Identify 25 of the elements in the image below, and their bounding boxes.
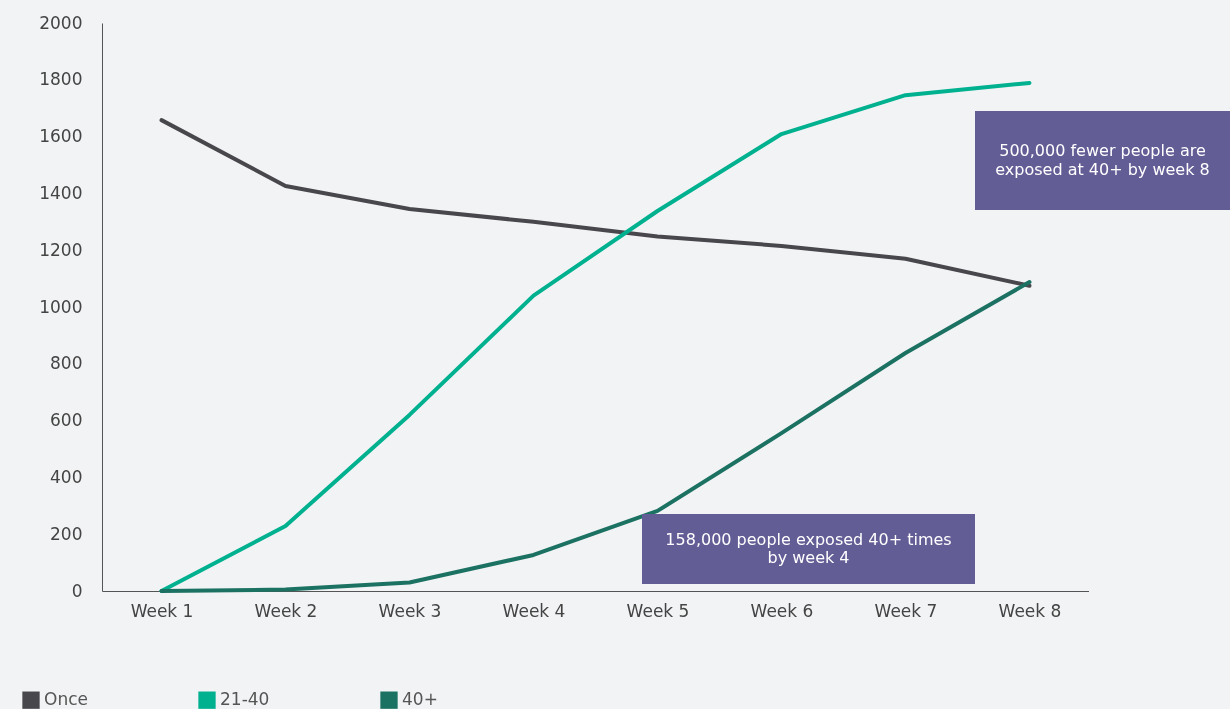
x-tick-label: Week 6 bbox=[750, 600, 814, 621]
x-tick-label: Week 7 bbox=[874, 600, 938, 621]
x-tick-label: Week 3 bbox=[378, 600, 442, 621]
y-tick-label: 1200 bbox=[39, 239, 83, 260]
legend-label: 40+ bbox=[402, 689, 438, 709]
y-tick-label: 1600 bbox=[39, 126, 83, 147]
x-tick-label: Week 4 bbox=[502, 600, 566, 621]
y-tick-label: 1400 bbox=[39, 182, 83, 203]
legend-label: 21-40 bbox=[220, 689, 270, 709]
y-tick-label: 800 bbox=[50, 353, 83, 374]
x-tick-label: Week 1 bbox=[130, 600, 194, 621]
y-tick-label: 1800 bbox=[39, 69, 83, 90]
y-tick-label: 600 bbox=[50, 410, 83, 431]
y-tick-label: 2000 bbox=[39, 12, 83, 33]
callout-box: 158,000 people exposed 40+ times by week 4 bbox=[642, 514, 975, 584]
x-tick-label: Week 5 bbox=[626, 600, 690, 621]
callout-box: 500,000 fewer people are exposed at 40+ by week 8 bbox=[975, 111, 1230, 210]
line-series bbox=[159, 280, 1032, 593]
y-tick-label: 1000 bbox=[39, 296, 83, 317]
y-tick-label: 200 bbox=[50, 523, 83, 544]
x-tick-label: Week 8 bbox=[998, 600, 1062, 621]
x-tick-label: Week 2 bbox=[254, 600, 318, 621]
y-tick-label: 400 bbox=[50, 466, 83, 487]
y-tick-label: 0 bbox=[71, 580, 83, 601]
legend-label: Once bbox=[44, 689, 88, 709]
